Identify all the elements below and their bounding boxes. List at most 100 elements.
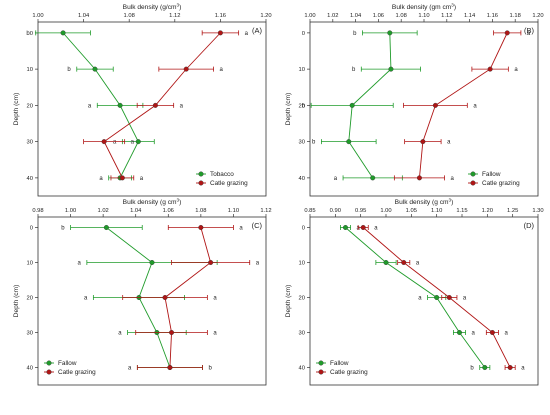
data-point xyxy=(117,102,123,108)
x-tick-label: 1.02 xyxy=(327,13,338,19)
x-axis-title-superscript: 3 xyxy=(177,198,180,203)
significance-letter: b xyxy=(67,67,71,73)
data-point xyxy=(507,365,513,371)
data-point xyxy=(149,260,155,266)
data-point xyxy=(152,102,158,108)
x-axis-title-part: ) xyxy=(451,199,453,206)
significance-letter: a xyxy=(213,331,217,337)
panel-label: (C) xyxy=(252,221,263,230)
y-tick-label: 20 xyxy=(299,103,305,109)
data-point xyxy=(346,139,352,145)
chart-panel-c: 0.98 1.00 1.02 1.04 1.06 1.08 1.10 1.12 0 10 20 30 4… xyxy=(13,198,272,386)
x-tick-label: 0.95 xyxy=(355,208,366,214)
significance-letter: b xyxy=(352,67,356,73)
x-tick-label: 1.00 xyxy=(304,13,315,19)
significance-letter: b xyxy=(353,31,357,37)
legend-swatch-marker xyxy=(318,360,324,366)
significance-letter: a xyxy=(128,366,132,372)
data-point xyxy=(420,139,426,145)
y-tick-label: 40 xyxy=(299,176,305,182)
x-axis-title: Bulk density (gm cm3) xyxy=(392,3,456,12)
x-tick-label: 1.10 xyxy=(418,13,429,19)
x-axis-title-part: ) xyxy=(454,4,456,11)
x-tick-label: 1.06 xyxy=(373,13,384,19)
legend-swatch-marker xyxy=(46,369,52,375)
series-2: a a a a a xyxy=(357,224,525,372)
significance-letter: b xyxy=(302,103,306,109)
y-tick-label: 30 xyxy=(299,140,305,146)
data-point xyxy=(401,260,407,266)
y-tick-label: 30 xyxy=(27,140,33,146)
legend-label: Fallow xyxy=(330,360,349,367)
x-tick-label: 1.08 xyxy=(124,13,135,19)
data-point xyxy=(342,224,348,230)
significance-letter: a xyxy=(140,176,144,182)
significance-letter: a xyxy=(463,296,467,302)
legend-label: Catle grazing xyxy=(482,180,520,187)
data-point xyxy=(388,66,394,72)
data-point xyxy=(208,260,214,266)
x-tick-label: 1.15 xyxy=(456,208,467,214)
x-axis-title-part: ) xyxy=(179,4,181,11)
x-tick-label: 0.90 xyxy=(330,208,341,214)
series-1: b b a a a xyxy=(26,30,155,182)
data-point xyxy=(487,66,493,72)
significance-letter: a xyxy=(239,226,243,232)
data-point xyxy=(504,30,510,36)
x-axis-title-part: Bulk density (g cm xyxy=(123,199,177,206)
x-tick-label: 1.05 xyxy=(406,208,417,214)
panel-label: (A) xyxy=(252,26,263,35)
data-point xyxy=(183,66,189,72)
y-tick-label: 0 xyxy=(302,226,305,232)
y-axis-title: Depth (cm) xyxy=(13,285,20,318)
y-tick-label: 20 xyxy=(27,296,33,302)
plot-frame xyxy=(309,21,539,197)
significance-letter: a xyxy=(213,296,217,302)
y-axis-title: Depth (cm) xyxy=(285,93,292,126)
panel-label: (D) xyxy=(524,221,535,230)
data-point xyxy=(119,175,125,181)
significance-letter: a xyxy=(78,261,82,267)
legend: Fallow Catle grazing xyxy=(316,360,368,376)
significance-letter: a xyxy=(113,140,117,146)
x-axis-title-part: ) xyxy=(179,199,181,206)
x-tick-label: 1.12 xyxy=(169,13,180,19)
significance-letter: a xyxy=(473,103,477,109)
data-point xyxy=(60,30,66,36)
x-tick-label: 1.12 xyxy=(441,13,452,19)
x-axis-title-part: Bulk density (gm cm xyxy=(392,4,452,11)
significance-letter: b xyxy=(312,140,316,146)
x-tick-label: 1.16 xyxy=(215,13,226,19)
significance-letter: a xyxy=(374,226,378,232)
x-tick-label: 1.10 xyxy=(228,208,239,214)
x-axis-title: Bulk density (g/cm3) xyxy=(123,3,182,12)
significance-letter: b xyxy=(26,31,30,37)
significance-letter: a xyxy=(504,331,508,337)
y-tick-label: 10 xyxy=(299,261,305,267)
data-point xyxy=(387,30,393,36)
x-tick-label: 1.00 xyxy=(380,208,391,214)
significance-letter: a xyxy=(418,296,422,302)
data-point xyxy=(489,330,495,336)
data-point xyxy=(456,330,462,336)
x-tick-label: 1.20 xyxy=(482,208,493,214)
significance-letter: a xyxy=(521,366,525,372)
chart-panel-b: 1.00 1.02 1.04 1.06 1.08 1.10 1.12 1.14 1.16 1.18… xyxy=(285,3,544,197)
x-tick-label: 1.04 xyxy=(78,13,90,19)
legend-swatch-marker xyxy=(470,171,476,177)
x-axis-title: Bulk density (g cm3) xyxy=(395,198,454,207)
plot-frame xyxy=(37,21,267,197)
y-tick-label: 20 xyxy=(27,103,33,109)
y-tick-label: 30 xyxy=(27,331,33,337)
data-point xyxy=(432,102,438,108)
data-point xyxy=(383,260,389,266)
significance-letter: a xyxy=(334,176,338,182)
data-point xyxy=(103,224,109,230)
significance-letter: b xyxy=(470,366,474,372)
y-tick-label: 0 xyxy=(30,226,33,232)
data-point xyxy=(169,330,175,336)
legend-label: Catle grazing xyxy=(330,369,368,376)
data-point xyxy=(360,224,366,230)
x-tick-label: 1.02 xyxy=(97,208,108,214)
